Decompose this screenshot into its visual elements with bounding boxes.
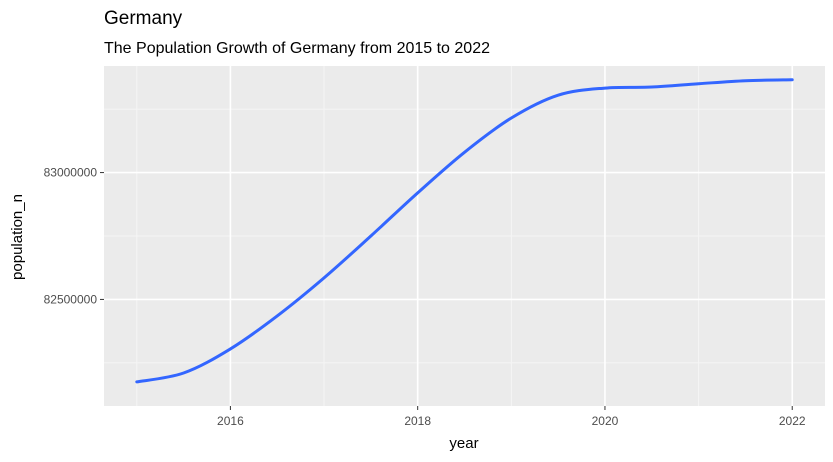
x-tick-label: 2016 [217, 414, 244, 428]
x-axis-title: year [449, 435, 478, 452]
x-tick-label: 2018 [404, 414, 431, 428]
series-layer [135, 78, 794, 384]
y-tick-label: 82500000 [44, 292, 98, 306]
grid-lines [104, 66, 825, 406]
x-tick-label: 2022 [779, 414, 806, 428]
chart-title: Germany [104, 8, 183, 29]
y-axis: 82500000 83000000 [44, 166, 104, 306]
series-line-1 [135, 78, 794, 384]
y-axis-title: population_n [9, 194, 26, 280]
chart-subtitle: The Population Growth of Germany from 20… [104, 40, 490, 57]
x-tick-label: 2020 [592, 414, 619, 428]
x-axis: 2016 2018 2020 2022 [217, 406, 806, 428]
y-tick-label: 83000000 [44, 166, 98, 180]
